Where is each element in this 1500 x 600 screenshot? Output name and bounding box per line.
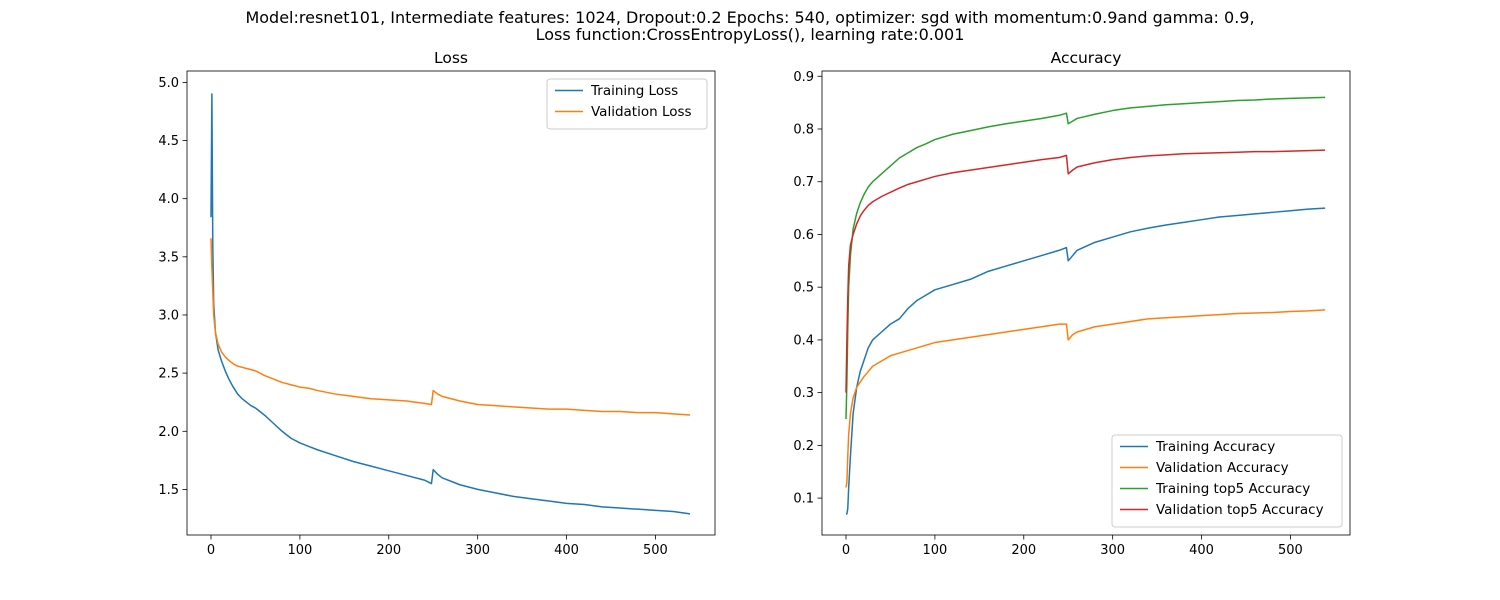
y-tick-label: 5.0 — [158, 76, 179, 91]
plot-title: Loss — [434, 49, 468, 67]
plot-title: Accuracy — [1051, 49, 1122, 67]
y-tick-label: 0.8 — [793, 123, 814, 138]
y-tick-label: 1.5 — [158, 483, 179, 498]
x-tick-label: 400 — [1189, 543, 1214, 558]
y-tick-label: 3.5 — [158, 250, 179, 265]
axes-frame — [186, 70, 716, 536]
x-tick-label: 200 — [376, 543, 401, 558]
x-tick-label: 500 — [643, 543, 668, 558]
series-line-validation-accuracy — [845, 309, 1326, 488]
plot-panel-2: Accuracy 0 100 200 300 400 500 0.1 0.2 0.3 0.4 0.5 0… — [793, 49, 1351, 558]
figure-suptitle: Model:resnet101, Intermediate features: … — [0, 9, 1500, 43]
series-line-training-top5-accuracy — [845, 96, 1326, 420]
x-tick-label: 400 — [554, 543, 579, 558]
legend-box — [1111, 434, 1343, 528]
legend-label: Training top5 Accuracy — [1155, 481, 1310, 497]
axes-frame — [821, 70, 1351, 536]
x-tick-label: 300 — [465, 543, 490, 558]
y-tick-label: 2.5 — [158, 367, 179, 382]
series-line-validation-loss — [210, 238, 691, 416]
y-tick-label: 0.4 — [793, 333, 814, 348]
y-tick-label: 0.9 — [793, 70, 814, 85]
y-tick-label: 2.0 — [158, 425, 179, 440]
suptitle-line-2: Loss function:CrossEntropyLoss(), learni… — [535, 25, 965, 44]
y-tick-label: 0.6 — [793, 228, 814, 243]
y-tick-label: 0.2 — [793, 439, 814, 454]
x-tick-label: 100 — [287, 543, 312, 558]
x-tick-label: 300 — [1100, 543, 1125, 558]
series-line-training-accuracy — [846, 207, 1326, 515]
legend-label: Training Loss — [590, 83, 678, 99]
legend-label: Validation Accuracy — [1156, 460, 1289, 476]
legend-label: Validation top5 Accuracy — [1156, 502, 1324, 518]
y-tick-label: 0.7 — [793, 175, 814, 190]
x-tick-label: 0 — [207, 543, 215, 558]
y-tick-label: 0.1 — [793, 492, 814, 507]
legend-label: Validation Loss — [591, 104, 692, 120]
y-tick-label: 4.0 — [158, 192, 179, 207]
legend: Training Accuracy Validation Accuracy Trai… — [1111, 434, 1343, 528]
y-tick-label: 0.5 — [793, 281, 814, 296]
plot-panel-1: Loss 0 100 200 300 400 500 1.5 2.0 2.5 3.0 3.5 4.0 4.… — [158, 49, 716, 558]
y-tick-label: 4.5 — [158, 134, 179, 149]
x-tick-label: 100 — [922, 543, 947, 558]
y-tick-label: 0.3 — [793, 386, 814, 401]
legend: Training Loss Validation Loss — [546, 78, 708, 130]
x-tick-label: 200 — [1011, 543, 1036, 558]
y-tick-label: 3.0 — [158, 308, 179, 323]
series-line-training-loss — [210, 93, 691, 515]
legend-box — [546, 78, 708, 130]
series-line-validation-top5-accuracy — [845, 149, 1326, 393]
legend-label: Training Accuracy — [1155, 439, 1275, 455]
x-tick-label: 0 — [842, 543, 850, 558]
x-tick-label: 500 — [1278, 543, 1303, 558]
suptitle-line-1: Model:resnet101, Intermediate features: … — [245, 8, 1255, 27]
